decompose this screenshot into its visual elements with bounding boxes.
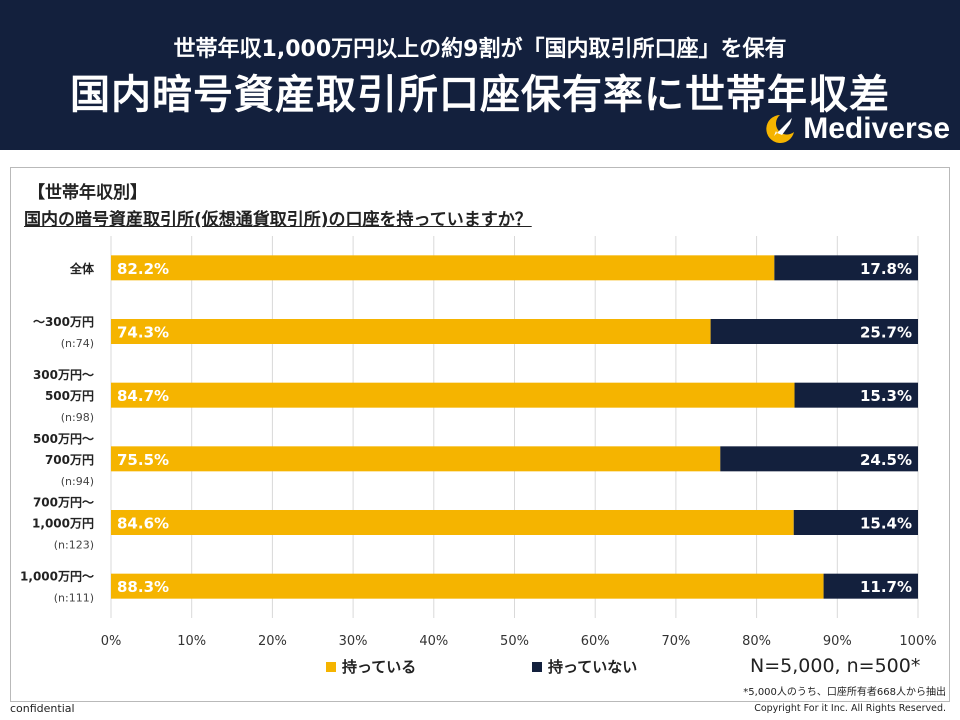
sample-sub-note: *5,000人のうち、口座所有者668人から抽出 (743, 687, 946, 698)
data-label: 88.3% (117, 578, 169, 596)
category-label: 700万円～ (33, 496, 94, 510)
bar-not (823, 573, 918, 599)
category-label: 全体 (69, 261, 95, 276)
data-label: 84.7% (117, 387, 169, 405)
sample-size-note: N=5,000, n=500* (750, 655, 921, 677)
brand-name: Mediverse (803, 112, 950, 145)
section-label: 【世帯年収別】 (28, 183, 147, 203)
rocket-moon-icon (766, 115, 795, 143)
category-label: 300万円～ (33, 368, 94, 382)
x-tick-label: 20% (258, 634, 287, 649)
legend-item-not: 持っていない (532, 656, 637, 677)
x-tick-label: 60% (581, 634, 610, 649)
bar-has (111, 510, 794, 535)
category-label: (n:123) (54, 539, 94, 552)
legend-item-has: 持っている (326, 656, 416, 677)
category-label: 500万円 (45, 389, 94, 403)
category-label: ～300万円 (33, 315, 94, 329)
data-label: 74.3% (117, 324, 169, 342)
bar-has (111, 446, 721, 472)
x-tick-label: 100% (899, 634, 936, 649)
confidential-label: confidential (10, 702, 75, 715)
header-subtitle: 世帯年収1,000万円以上の約9割が「国内取引所口座」を保有 (173, 37, 787, 62)
bar-has (111, 319, 711, 344)
category-label: (n:98) (61, 411, 94, 424)
header-banner: 世帯年収1,000万円以上の約9割が「国内取引所口座」を保有 国内暗号資産取引所… (0, 0, 960, 150)
bar-not (793, 510, 918, 535)
header-title: 国内暗号資産取引所口座保有率に世帯年収差 (70, 72, 890, 118)
bar-has (111, 255, 775, 281)
data-label: 15.3% (860, 387, 912, 405)
bar-has (111, 573, 824, 599)
x-tick-label: 0% (101, 634, 122, 649)
legend-label-has: 持っている (342, 658, 417, 676)
category-label: 1,000万円 (32, 517, 94, 531)
x-tick-label: 40% (419, 634, 448, 649)
x-tick-label: 70% (661, 634, 690, 649)
bar-not (710, 319, 918, 344)
legend-label-not: 持っていない (548, 658, 638, 676)
bar-not (720, 446, 918, 472)
data-label: 11.7% (860, 578, 912, 596)
copyright-label: Copyright For it Inc. All Rights Reserve… (754, 703, 946, 714)
category-label: 700万円 (45, 453, 94, 467)
category-label: (n:111) (54, 592, 94, 605)
category-label: 500万円～ (33, 432, 94, 446)
data-label: 25.7% (860, 324, 912, 342)
chart-question: 国内の暗号資産取引所(仮想通貨取引所)の口座を持っていますか？ (24, 210, 532, 230)
data-label: 17.8% (860, 260, 912, 278)
data-label: 84.6% (117, 515, 169, 533)
bar-not (774, 255, 918, 281)
x-tick-label: 30% (339, 634, 368, 649)
x-tick-label: 90% (823, 634, 852, 649)
data-label: 24.5% (860, 451, 912, 469)
category-label: (n:74) (61, 337, 94, 350)
bar-has (111, 382, 795, 408)
category-label: 1,000万円～ (20, 570, 94, 584)
brand-logo: Mediverse (763, 112, 950, 146)
x-tick-label: 80% (742, 634, 771, 649)
legend-swatch-not (532, 661, 542, 672)
data-label: 82.2% (117, 260, 169, 278)
bar-not (794, 382, 918, 408)
category-label: (n:94) (61, 475, 94, 488)
data-label: 15.4% (860, 515, 912, 533)
legend-swatch-has (326, 661, 336, 672)
data-label: 75.5% (117, 451, 169, 469)
x-tick-label: 10% (177, 634, 206, 649)
x-tick-label: 50% (500, 634, 529, 649)
